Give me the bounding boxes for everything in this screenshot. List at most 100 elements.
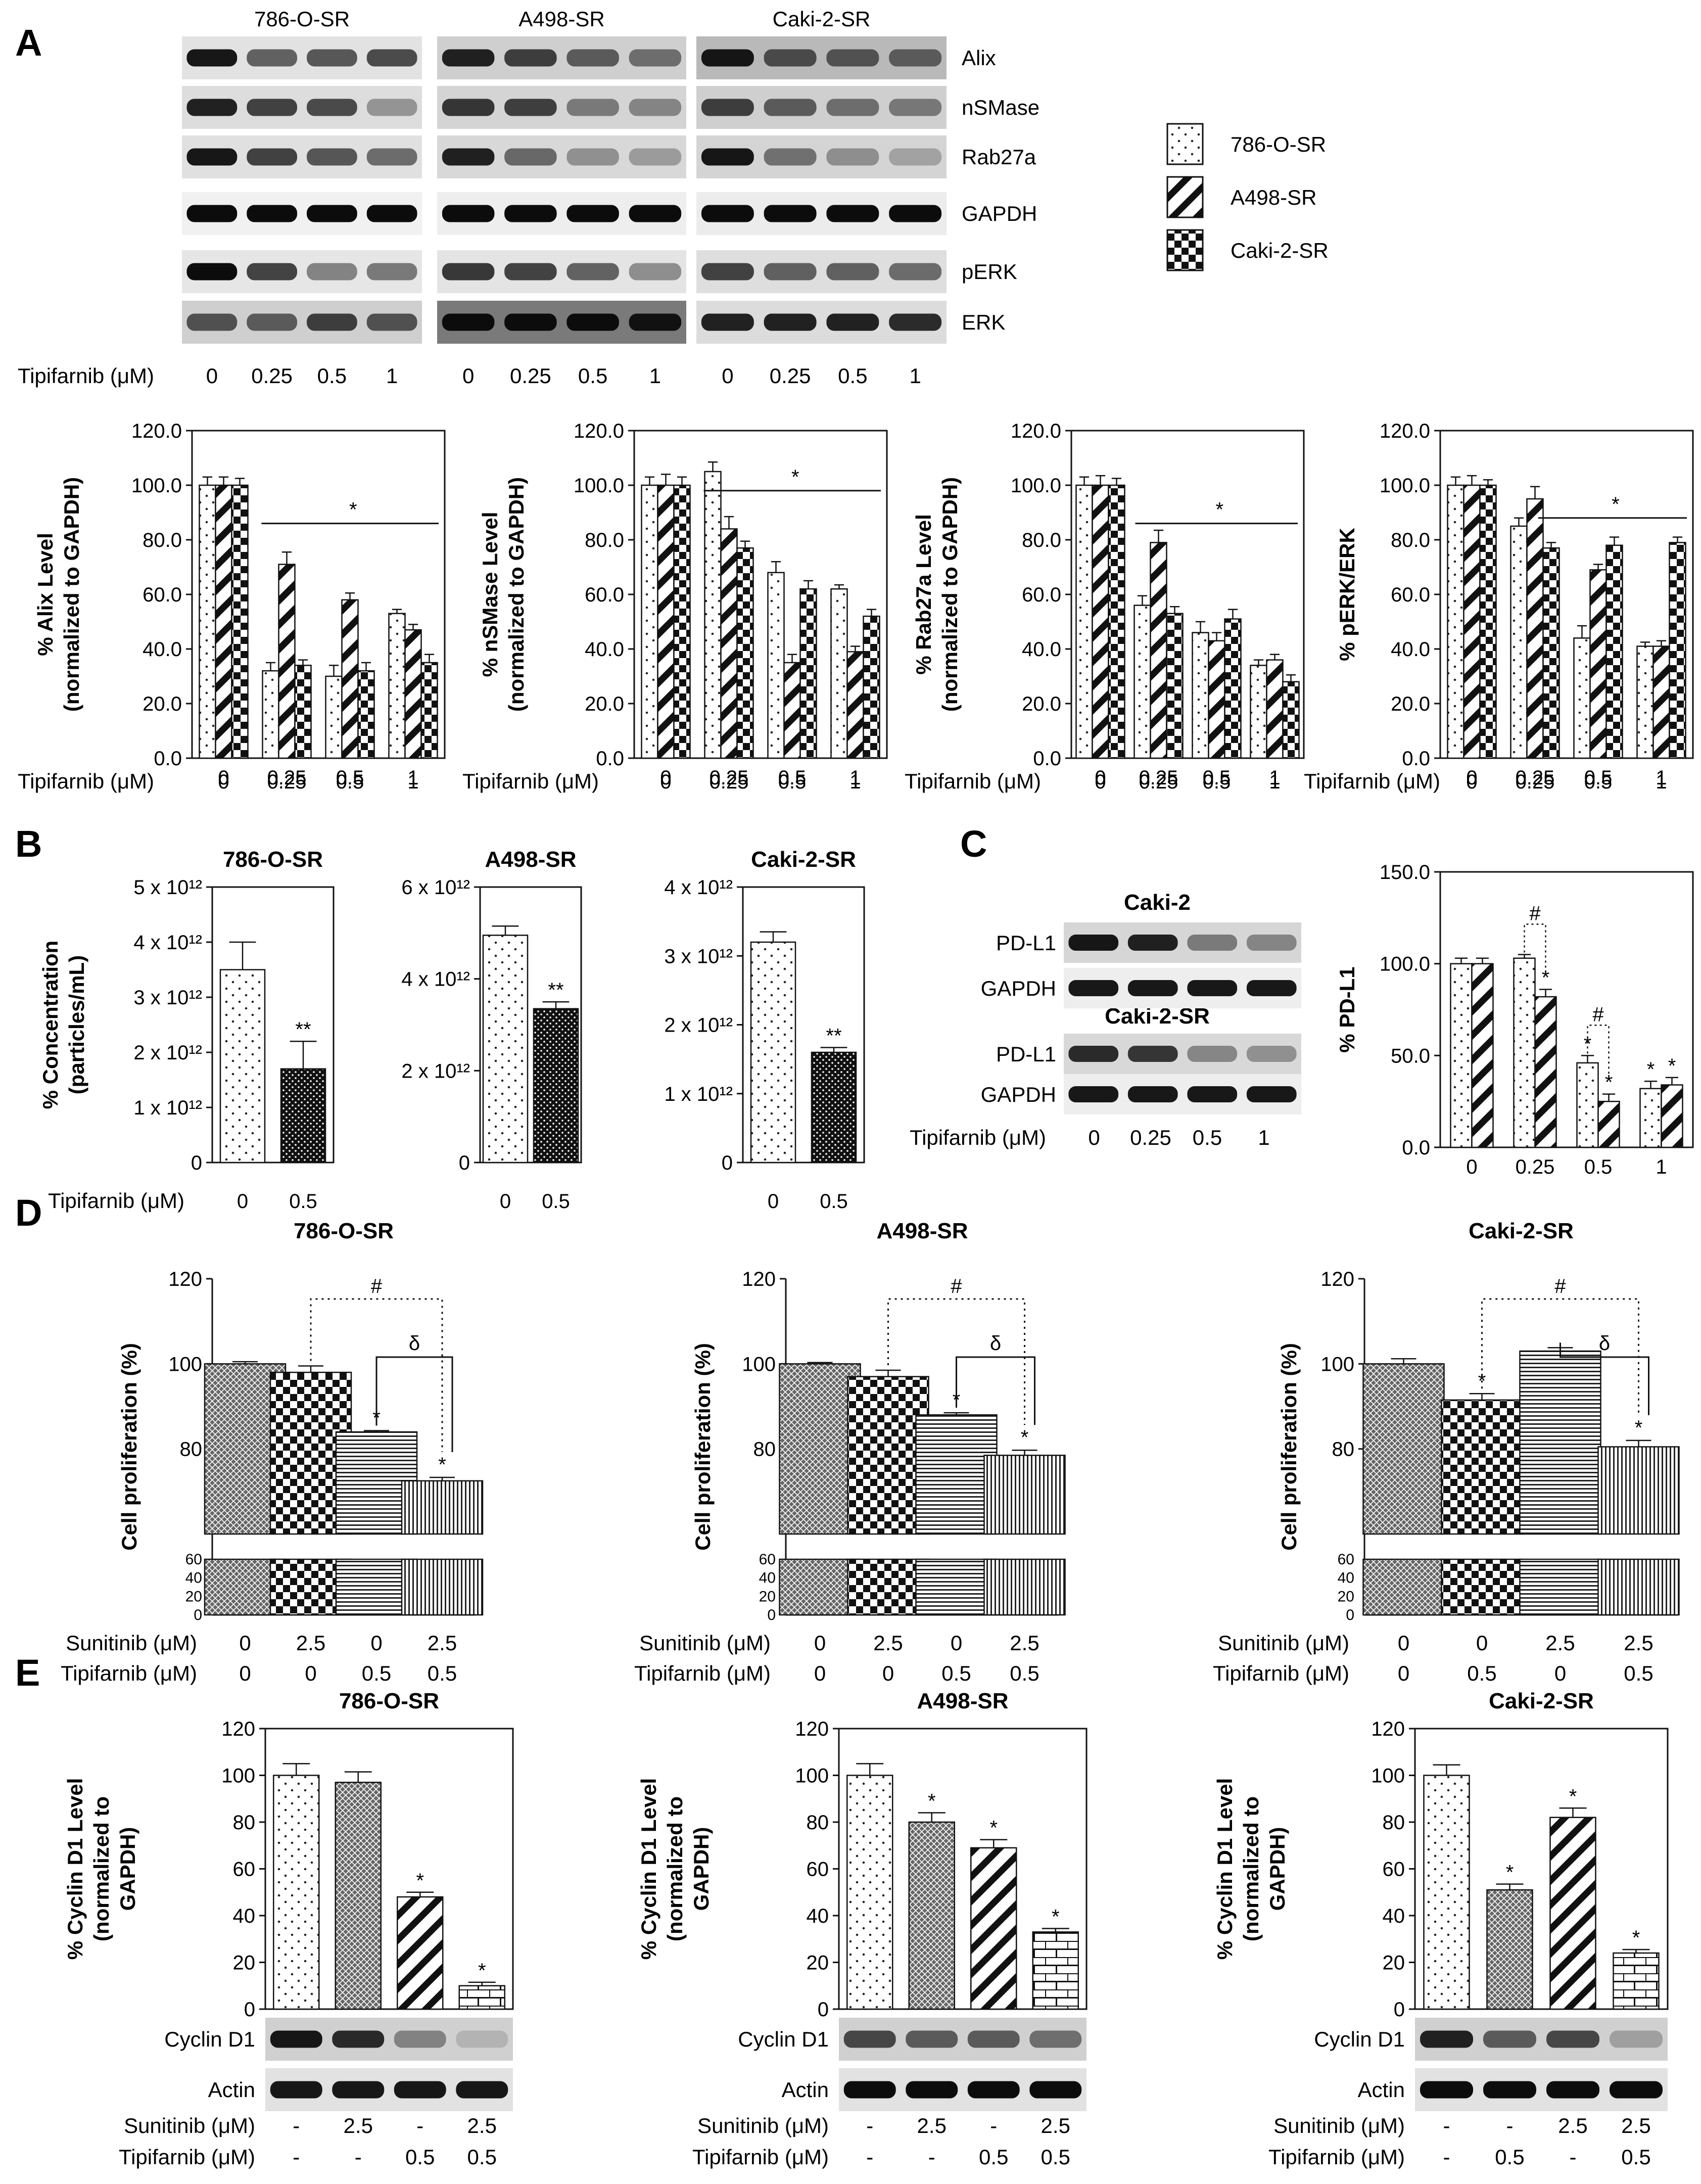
blot-protein-label: GAPDH [981, 1083, 1056, 1106]
bar [199, 484, 216, 759]
bar-lower [1441, 1558, 1523, 1616]
significance-bracket [310, 1298, 443, 1453]
row-value: 2.5 [428, 1631, 457, 1655]
blot-nsmase-band [629, 99, 682, 116]
blot-alix [182, 36, 422, 79]
y-tick-label: 40 [1383, 1905, 1405, 1927]
bar [915, 1414, 998, 1535]
blot-dose-label: 0.5 [317, 364, 347, 388]
blot-protein-label: Cyclin D1 [1314, 2027, 1405, 2051]
row-value: 0.5 [1467, 1661, 1496, 1685]
significance-mark: # [951, 1275, 962, 1297]
row-value: 0 [814, 1631, 826, 1655]
blot-protein-label: GAPDH [962, 202, 1037, 225]
blot-rab27a [437, 135, 686, 178]
chart-A-alix [186, 430, 446, 759]
blot-rab27a-band [629, 148, 682, 166]
x-axis-label: Tipifarnib (μM) [48, 1189, 184, 1213]
x-tick-label: 1 [849, 771, 861, 793]
y-tick-label: 4 x 10¹² [133, 932, 202, 954]
chart-title: A498-SR [917, 1689, 1009, 1713]
bar-lower [847, 1558, 929, 1616]
row-value: - [866, 2145, 873, 2169]
chart-title: A498-SR [485, 847, 577, 872]
blot-dose-label: 1 [909, 364, 921, 388]
blot-protein-label: ERK [962, 310, 1005, 334]
blot-group-title: A498-SR [518, 7, 604, 31]
significance-mark: ** [826, 1025, 841, 1047]
row-label: Tipifarnib (μM) [119, 2145, 255, 2169]
row-value: 2.5 [1621, 2114, 1650, 2137]
blot-cyclin-d1-band [1483, 2030, 1536, 2048]
chart-A-rab27a [1065, 430, 1305, 759]
blot-actin-band [1546, 2081, 1599, 2099]
legend-label: 786-O-SR [1231, 132, 1326, 156]
blot-perk [437, 250, 686, 293]
blot-gapdh-band [1246, 980, 1297, 996]
blot-rab27a [182, 135, 422, 178]
row-value: 2.5 [1624, 1631, 1653, 1655]
row-label: Sunitinib (μM) [66, 1631, 197, 1655]
x-tick-label: 0 [237, 1190, 248, 1213]
significance-mark: * [989, 1817, 998, 1839]
significance-mark: * [1635, 1417, 1643, 1439]
bar [1133, 605, 1151, 759]
blot-rab27a-band [504, 148, 557, 166]
blot-alix [437, 36, 686, 79]
y-tick-label: 100 [221, 1765, 255, 1787]
y-tick-label: 20 [233, 1952, 256, 1974]
bar [1075, 484, 1093, 759]
blot-alix-band [826, 49, 879, 67]
bar [799, 588, 817, 759]
y-tick-label: 20 [807, 1952, 829, 1974]
blot-nsmase-band [566, 99, 619, 116]
blot-dose-label: 1 [386, 364, 398, 388]
row-label: Sunitinib (μM) [697, 2114, 829, 2137]
bar [1362, 1363, 1445, 1535]
y-tick-label: 0 [194, 1607, 202, 1623]
blot-cyclin-d1-band [332, 2030, 385, 2048]
y-tick-label: 80 [180, 1438, 203, 1461]
x-axis-label: Tipifarnib (μM) [18, 769, 154, 793]
y-tick-label: 100 [795, 1765, 829, 1787]
bar [908, 1821, 955, 2010]
y-tick-label: 3 x 10¹² [664, 945, 733, 967]
significance-mark: * [1542, 967, 1550, 989]
blot-protein-label: Rab27a [962, 145, 1036, 169]
y-tick-label: 80 [807, 1811, 829, 1834]
x-tick-label: 0.5 [336, 771, 364, 793]
blot-protein-label: GAPDH [981, 977, 1056, 1000]
row-value: - [928, 2145, 935, 2169]
panel-label-E: E [15, 1652, 40, 1694]
bar [863, 615, 880, 759]
bar [1510, 525, 1528, 759]
chart-title: 786-O-SR [223, 847, 323, 872]
row-value: 0 [882, 1661, 894, 1685]
bar [397, 1896, 444, 2010]
bar [341, 599, 359, 759]
row-value: 0.5 [467, 2145, 497, 2169]
bar [278, 564, 296, 759]
blot-cyclin-d1-band [456, 2030, 508, 2048]
y-tick-label: 0.0 [1033, 748, 1061, 770]
y-tick-label: 0 [1394, 1999, 1405, 2021]
y-tick-label: 0.0 [1402, 748, 1430, 770]
chart-title: Caki-2-SR [1469, 1219, 1574, 1243]
y-axis-label: Cell proliferation (%) [117, 1343, 141, 1551]
blot-cyclin-d1-band [906, 2030, 958, 2048]
blot-nsmase-band [826, 99, 879, 116]
blot-pd-l1-band [1068, 1046, 1119, 1062]
bar [1605, 544, 1623, 759]
blot-actin-band [967, 2081, 1020, 2099]
significance-mark: * [791, 466, 799, 488]
x-tick-label: 0 [1095, 767, 1106, 789]
y-tick-label: 100.0 [131, 475, 182, 497]
bar [830, 588, 848, 759]
blot-nsmase-band [442, 99, 495, 116]
significance-bracket [1587, 1025, 1610, 1079]
y-tick-label: 100 [1320, 1353, 1354, 1375]
blot-actin-band [1610, 2081, 1663, 2099]
blot-protein-label: Alix [962, 46, 996, 70]
y-tick-label: 120 [221, 1718, 255, 1740]
blot-actin-band [394, 2081, 446, 2099]
